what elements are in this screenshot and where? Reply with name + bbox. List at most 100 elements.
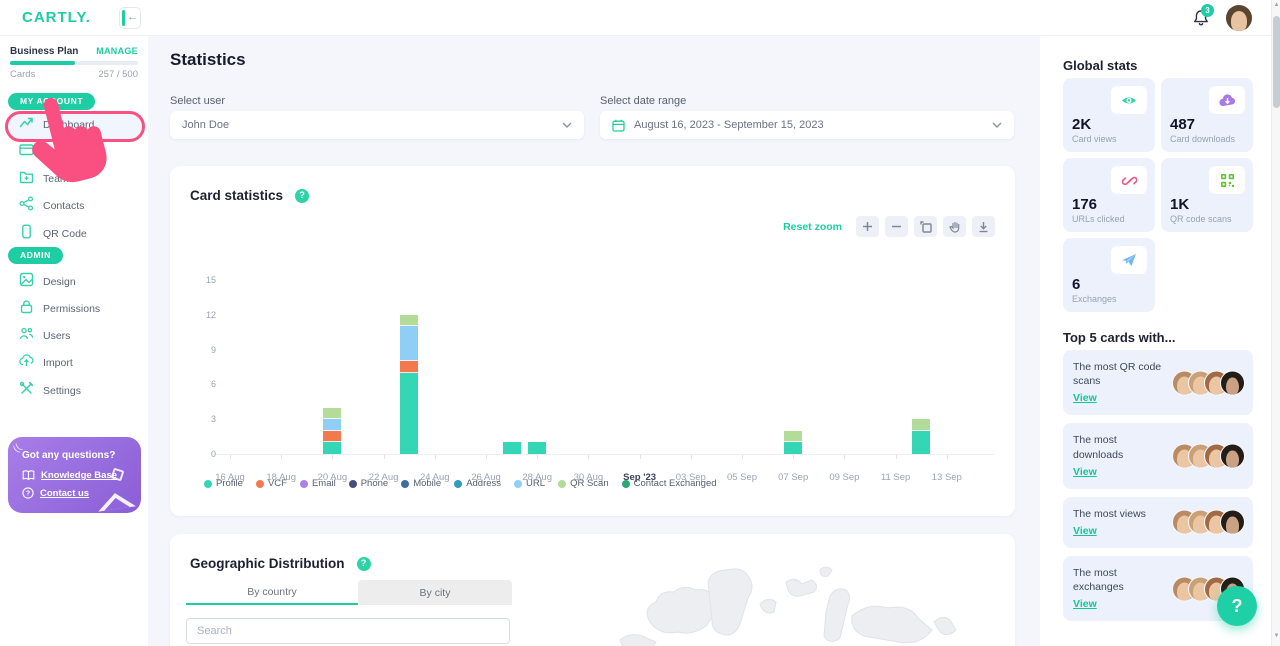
reset-zoom-button[interactable]: Reset zoom (783, 220, 842, 233)
sidebar-item-dashboard[interactable]: Dashboard (8, 111, 140, 138)
plan-row: Business Plan MANAGE (10, 46, 138, 57)
avatar-group (1172, 509, 1245, 535)
cards-icon (19, 142, 34, 162)
download-chart-button[interactable] (972, 216, 995, 237)
view-link[interactable]: View (1073, 465, 1097, 478)
knowledge-base-link[interactable]: Knowledge Base (22, 470, 117, 481)
bar-segment-qr-scan (400, 314, 419, 327)
user-select-dropdown[interactable]: John Doe (170, 111, 584, 139)
manage-plan-link[interactable]: MANAGE (96, 46, 138, 56)
chart-bar-27-aug[interactable] (502, 442, 521, 454)
sidebar-item-users[interactable]: Users (8, 322, 140, 349)
stat-label: Exchanges (1072, 294, 1117, 304)
x-axis-tickmark (486, 455, 487, 459)
qr-icon (1209, 166, 1245, 194)
legend-dot (621, 479, 630, 488)
x-axis-tick: Sep '23 (623, 472, 657, 483)
stat-label: Card downloads (1170, 134, 1236, 144)
progress-fill (10, 61, 76, 65)
legend-item-mobile[interactable]: Mobile (401, 478, 441, 489)
legend-dot (299, 479, 308, 488)
card-statistics-title: Card statistics ? (190, 188, 310, 203)
x-axis-tickmark (742, 455, 743, 459)
legend-item-profile[interactable]: Profile (204, 478, 243, 489)
floating-help-button[interactable]: ? (1217, 586, 1257, 626)
top5-card-the-most-views: The most views View (1063, 496, 1253, 548)
legend-item-vcf[interactable]: VCF (255, 478, 287, 489)
top5-label: The most QR code scans (1073, 361, 1162, 388)
date-range-value: August 16, 2023 - September 15, 2023 (634, 119, 824, 131)
legend-item-address[interactable]: Address (454, 478, 501, 489)
user-avatar[interactable] (1226, 5, 1252, 31)
top5-title: Top 5 cards with... (1063, 330, 1176, 345)
scroll-down-arrow[interactable]: ▼ (1273, 633, 1280, 639)
cartly-logo[interactable]: CARTLY. (22, 9, 91, 26)
geo-search-input[interactable] (186, 618, 510, 644)
sidebar-item-permissions[interactable]: Permissions (8, 295, 140, 322)
card-avatar (1220, 443, 1245, 469)
chart-bar-23-aug[interactable] (400, 314, 419, 454)
x-axis-tick: 16 Aug (215, 472, 245, 483)
x-axis-tickmark (639, 455, 641, 459)
y-axis-tick: 12 (205, 309, 216, 320)
chart-bar-12-sep[interactable] (912, 419, 931, 454)
legend-item-qr-scan[interactable]: QR Scan (558, 478, 609, 489)
sidebar-item-teams[interactable]: Teams (8, 165, 140, 192)
arrow-left-icon: ← (127, 11, 138, 23)
y-axis-tick: 6 (210, 379, 216, 390)
sidebar-item-contacts[interactable]: Contacts (8, 192, 140, 219)
sidebar-item-import[interactable]: Import (8, 349, 140, 376)
top-bar: CARTLY. ← 3 (0, 0, 1280, 36)
x-axis-tick: 13 Sep (931, 472, 962, 483)
selection-zoom-button[interactable] (914, 216, 937, 237)
x-axis-tickmark (793, 455, 795, 459)
sidebar-item-qr-code[interactable]: QR Code (8, 220, 140, 247)
x-axis-tick: 30 Aug (573, 472, 604, 483)
zoom-out-button[interactable] (885, 216, 908, 237)
chart-bar-20-aug[interactable] (323, 407, 342, 454)
x-axis-tickmark (434, 455, 436, 459)
help-question-badge[interactable]: ? (356, 556, 371, 571)
triangle-decoration (96, 490, 136, 512)
permissions-icon (19, 299, 34, 319)
stat-value: 2K (1072, 116, 1092, 133)
view-link[interactable]: View (1073, 392, 1097, 405)
date-range-dropdown[interactable]: August 16, 2023 - September 15, 2023 (600, 111, 1014, 139)
contact-us-link[interactable]: ? Contact us (22, 487, 89, 499)
sidebar-item-cards[interactable]: Cards (8, 138, 140, 165)
tab-by-country[interactable]: By country (186, 580, 358, 605)
stat-label: URLs clicked (1072, 214, 1125, 224)
cards-usage-progress (10, 61, 138, 65)
cards-usage-label: Cards (10, 69, 36, 80)
tab-by-city[interactable]: By city (358, 580, 512, 605)
sidebar-collapse-button[interactable]: ← (119, 7, 141, 29)
svg-text:?: ? (26, 491, 30, 498)
top5-label: The most downloads (1073, 434, 1124, 461)
view-link[interactable]: View (1073, 598, 1097, 611)
chart-bar-28-aug[interactable] (528, 442, 547, 454)
scrollbar[interactable]: ▲ ▼ (1271, 0, 1280, 646)
legend-item-phone[interactable]: Phone (348, 478, 388, 489)
contacts-icon (19, 195, 34, 216)
pan-button[interactable] (943, 216, 966, 237)
legend-dot (514, 479, 523, 488)
zoom-in-button[interactable] (856, 216, 879, 237)
top5-card-the-most-qr-code-scans: The most QR code scans View (1063, 350, 1253, 416)
scroll-up-arrow[interactable]: ▲ (1273, 2, 1280, 8)
stat-value: 6 (1072, 276, 1081, 293)
chart-bar-07-sep[interactable] (784, 430, 803, 454)
x-axis-tick: 28 Aug (522, 472, 552, 483)
legend-item-email[interactable]: Email (299, 478, 336, 489)
chart-plot-area: 0 3 6 9 12 15 16 Aug 18 Aug 20 Aug 22 Aug 24 Aug 26… (190, 261, 995, 491)
sidebar-item-design[interactable]: Design (8, 268, 140, 295)
x-axis-tick: 22 Aug (368, 472, 399, 483)
scrollbar-thumb[interactable] (1273, 16, 1280, 108)
bar-segment-vcf (323, 430, 342, 443)
help-question-badge[interactable]: ? (295, 188, 310, 203)
legend-item-contact-exchanged[interactable]: Contact Exchanged (621, 478, 717, 489)
calendar-icon (612, 119, 625, 132)
sidebar-item-settings[interactable]: Settings (8, 377, 140, 404)
legend-item-url[interactable]: URL (514, 478, 545, 489)
bar-segment-profile (502, 442, 521, 454)
view-link[interactable]: View (1073, 524, 1097, 537)
